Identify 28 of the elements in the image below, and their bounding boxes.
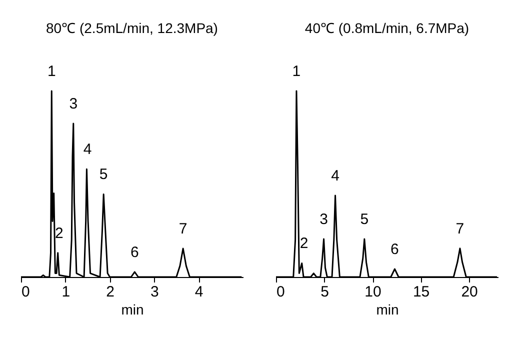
chart-title: 40℃ (0.8mL/min, 6.7MPa) [304,20,470,36]
chart-title: 80℃ (2.5mL/min, 12.3MPa) [46,20,218,36]
annotation: 5 [99,166,108,184]
annotation: 4 [331,168,340,185]
annotation: 2 [300,235,308,252]
annotation: 3 [320,211,328,228]
x-tick-label: 10 [364,284,382,300]
annotation: 2 [55,224,64,242]
x-tick-label: 1 [62,284,70,300]
x-tick-label: 20 [461,284,478,300]
x-axis-title: min [376,302,399,318]
x-tick-label: 2 [106,284,114,300]
x-tick-label: 3 [150,284,159,300]
x-tick-label: 15 [412,284,430,300]
x-tick-label: 5 [320,284,329,300]
annotation: 1 [47,63,56,80]
x-tick-label: 0 [22,284,30,300]
x-axis-title: min [121,302,144,318]
annotation: 6 [130,244,139,261]
annotation: 3 [69,96,78,113]
x-tick-label: 4 [194,284,204,300]
annotation: 5 [360,211,369,228]
annotation: 4 [83,141,92,158]
annotation: 6 [390,241,399,258]
annotation: 7 [178,220,188,238]
annotation: 7 [456,220,464,238]
x-tick-label: 0 [276,284,285,300]
annotation: 1 [292,63,301,80]
